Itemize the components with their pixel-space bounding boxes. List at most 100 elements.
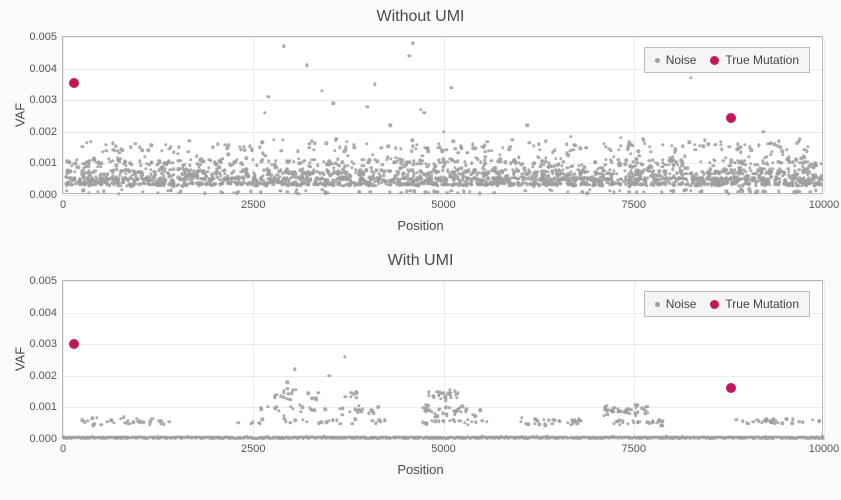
noise-point xyxy=(442,130,445,133)
noise-point xyxy=(574,144,577,147)
noise-point xyxy=(187,150,190,153)
gridline-h xyxy=(63,407,822,408)
noise-point xyxy=(724,156,727,159)
noise-point xyxy=(535,174,538,177)
noise-point xyxy=(139,164,142,167)
noise-point xyxy=(199,163,202,166)
noise-point xyxy=(626,422,629,425)
noise-point xyxy=(119,417,122,420)
noise-point xyxy=(466,418,469,421)
noise-point xyxy=(543,423,546,426)
noise-point xyxy=(320,89,323,92)
noise-point xyxy=(634,414,637,417)
noise-point xyxy=(720,147,723,150)
noise-point xyxy=(307,183,310,186)
noise-point xyxy=(684,172,687,175)
noise-point xyxy=(419,108,422,111)
noise-point xyxy=(365,142,368,145)
noise-point xyxy=(286,190,289,193)
noise-point xyxy=(314,398,317,401)
gridline-v xyxy=(253,37,254,193)
panel-with_umi: With UMI0.0000.0010.0020.0030.0040.00502… xyxy=(0,252,841,484)
noise-point xyxy=(608,189,611,192)
noise-point xyxy=(449,396,452,399)
noise-point xyxy=(438,407,441,410)
noise-point xyxy=(698,144,701,147)
gridline-h xyxy=(63,376,822,377)
noise-point xyxy=(612,191,615,194)
noise-point xyxy=(766,163,769,166)
noise-point xyxy=(326,191,329,194)
noise-point xyxy=(388,191,391,194)
gridline-h xyxy=(63,344,822,345)
noise-point xyxy=(612,155,615,158)
noise-point xyxy=(65,171,68,174)
noise-point xyxy=(215,167,218,170)
noise-point xyxy=(143,155,146,158)
ytick-label: 0.002 xyxy=(29,126,57,138)
noise-point xyxy=(464,164,467,167)
noise-point xyxy=(538,423,541,426)
noise-point xyxy=(144,167,147,170)
noise-point xyxy=(195,155,198,158)
noise-point xyxy=(437,170,440,173)
noise-point xyxy=(272,183,275,186)
noise-point xyxy=(544,140,547,143)
noise-point xyxy=(112,421,115,424)
noise-point xyxy=(619,144,622,147)
noise-point xyxy=(65,184,68,187)
noise-point xyxy=(304,189,307,192)
noise-point xyxy=(737,146,740,149)
noise-point xyxy=(628,185,631,188)
noise-point xyxy=(570,165,573,168)
ytick-label: 0.001 xyxy=(29,401,57,413)
noise-point xyxy=(149,420,152,423)
noise-point xyxy=(638,420,641,423)
noise-point xyxy=(702,145,705,148)
noise-point xyxy=(65,189,68,192)
noise-point xyxy=(744,163,747,166)
noise-point xyxy=(619,136,622,139)
noise-point xyxy=(124,164,127,167)
noise-point xyxy=(559,182,562,185)
noise-point xyxy=(481,419,484,422)
noise-point xyxy=(290,183,293,186)
noise-point xyxy=(371,153,374,156)
noise-point xyxy=(344,395,347,398)
noise-point xyxy=(649,150,652,153)
noise-point xyxy=(648,145,651,148)
noise-point xyxy=(545,183,548,186)
noise-point xyxy=(532,185,535,188)
legend-item-mutation: True Mutation xyxy=(710,297,799,311)
noise-point xyxy=(354,396,357,399)
noise-point xyxy=(381,163,384,166)
noise-point xyxy=(604,163,607,166)
noise-point xyxy=(261,418,264,421)
noise-point xyxy=(96,190,99,193)
noise-point xyxy=(537,143,540,146)
noise-point xyxy=(133,182,136,185)
noise-point xyxy=(487,149,490,152)
noise-point xyxy=(725,181,728,184)
noise-point xyxy=(403,165,406,168)
noise-point xyxy=(806,145,809,148)
noise-point xyxy=(795,159,798,162)
noise-point xyxy=(120,188,123,191)
noise-point xyxy=(526,124,529,127)
noise-point xyxy=(346,154,349,157)
noise-point xyxy=(805,183,808,186)
noise-point xyxy=(693,143,696,146)
noise-point xyxy=(373,83,376,86)
legend: NoiseTrue Mutation xyxy=(644,291,810,317)
noise-point xyxy=(750,149,753,152)
noise-point xyxy=(430,174,433,177)
noise-point xyxy=(574,184,577,187)
noise-point xyxy=(781,153,784,156)
noise-point xyxy=(469,183,472,186)
noise-point xyxy=(115,164,118,167)
gridline-h xyxy=(63,281,822,282)
ytick-label: 0.005 xyxy=(29,275,57,287)
noise-point xyxy=(389,124,392,127)
noise-point xyxy=(294,419,297,422)
noise-point xyxy=(411,42,414,45)
